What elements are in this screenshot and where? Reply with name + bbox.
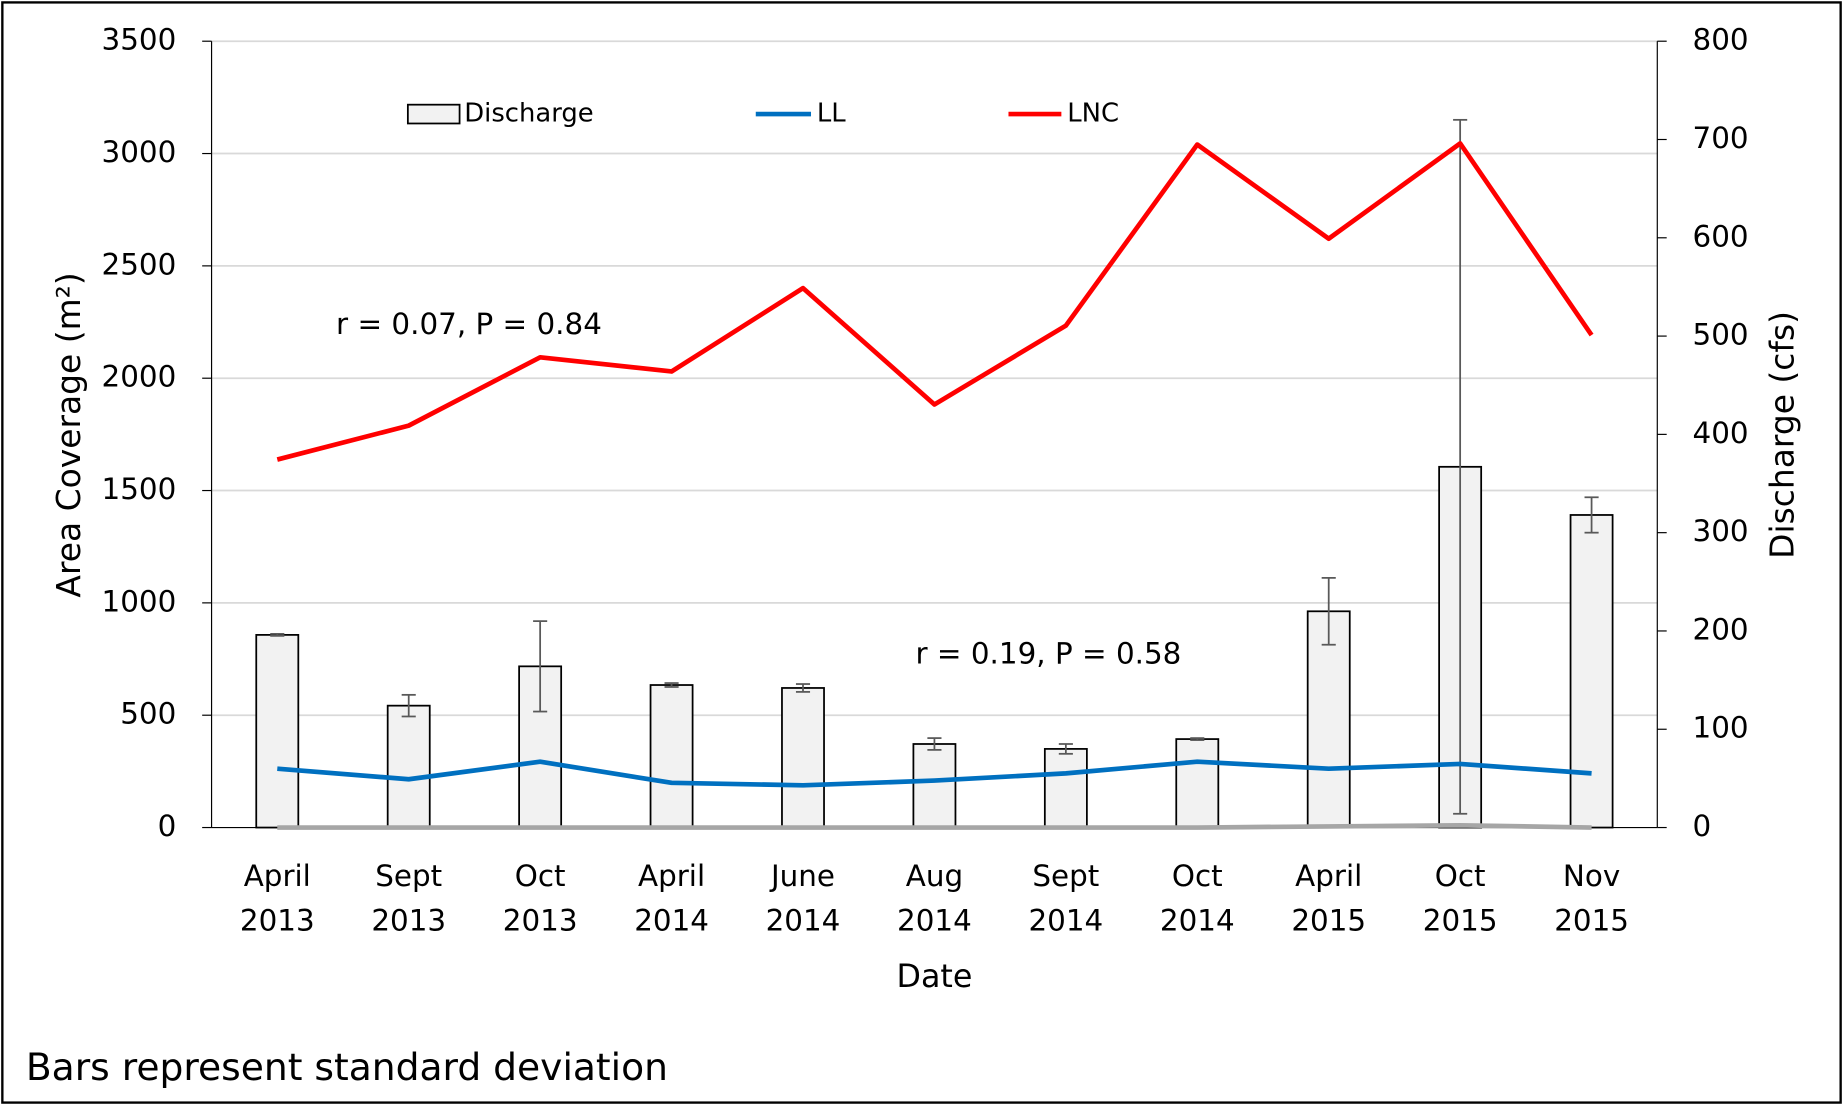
- annotation: r = 0.07, P = 0.84: [336, 307, 602, 341]
- x-tick-label: Oct 2015: [1423, 858, 1498, 937]
- x-tick-label: Sept 2014: [1028, 858, 1103, 937]
- y-tick-label: 3500: [102, 23, 177, 57]
- y2-tick-label: 300: [1693, 514, 1749, 548]
- error-bar: [1584, 496, 1599, 534]
- x-tick-label: Oct 2013: [503, 858, 578, 937]
- y2-axis-title: Discharge (cfs): [1763, 311, 1802, 559]
- x-tick-label-line: 2014: [1028, 903, 1103, 937]
- error-bar: [270, 633, 285, 637]
- error-bar: [533, 620, 548, 713]
- y-tick-label: 0: [158, 809, 177, 843]
- bar: [1175, 738, 1220, 829]
- x-tick-label-line: 2013: [371, 903, 446, 937]
- x-tick-label-line: 2015: [1423, 903, 1498, 937]
- error-bar: [795, 683, 811, 693]
- bar: [255, 634, 300, 829]
- x-tick-label-line: 2015: [1291, 903, 1366, 937]
- y2-tick-label: 200: [1693, 612, 1749, 646]
- x-tick-label: April 2013: [240, 858, 315, 937]
- x-tick-label-line: June: [769, 858, 835, 892]
- x-tick-label: Sept 2013: [371, 858, 446, 937]
- y2-tick-label: 400: [1693, 416, 1749, 450]
- x-tick-label: Aug 2014: [897, 858, 972, 937]
- y2-tick-label: 700: [1693, 121, 1749, 155]
- y-tick-label: 1500: [102, 472, 177, 506]
- y-tick-label: 2500: [102, 247, 177, 281]
- y-tick-label: 1000: [102, 584, 177, 618]
- y-tick-label: 2000: [102, 360, 177, 394]
- x-tick-label: Nov 2015: [1554, 858, 1629, 937]
- x-tick-label: April 2015: [1291, 858, 1366, 937]
- bar: [912, 743, 957, 829]
- error-bar: [1321, 576, 1336, 646]
- y2-tick-label: 500: [1693, 318, 1749, 352]
- x-tick-label-line: 2013: [240, 903, 315, 937]
- x-tick-label-line: Aug: [906, 858, 963, 892]
- line: [276, 141, 1594, 462]
- x-tick-label: Oct 2014: [1160, 858, 1235, 937]
- bar: [386, 704, 431, 829]
- error-bar: [927, 737, 942, 751]
- error-bar: [1190, 737, 1205, 741]
- x-tick-label-line: April: [244, 858, 311, 892]
- y2-tick-label: 100: [1693, 711, 1749, 745]
- legend-label: LL: [817, 99, 846, 129]
- x-tick-label-line: 2014: [634, 903, 709, 937]
- error-bar: [1058, 743, 1073, 755]
- x-tick-label: April 2014: [634, 858, 709, 937]
- x-tick-label-line: Oct: [1435, 858, 1486, 892]
- bar: [1306, 610, 1351, 829]
- x-tick-label-line: April: [638, 858, 705, 892]
- footnote: Bars represent standard deviation: [26, 1045, 668, 1089]
- x-tick-label-line: Oct: [1172, 858, 1223, 892]
- x-tick-label-line: 2014: [766, 903, 841, 937]
- y-tick-label: 500: [120, 697, 176, 731]
- legend-label: Discharge: [464, 99, 593, 129]
- legend-label: LNC: [1067, 99, 1119, 129]
- x-tick-label: June 2014: [766, 858, 841, 937]
- bar: [649, 684, 694, 829]
- x-tick-label-line: April: [1295, 858, 1362, 892]
- error-bar: [1453, 118, 1468, 815]
- error-bar: [664, 682, 679, 688]
- y2-tick-label: 0: [1693, 809, 1712, 843]
- y-axis-title: Area Coverage (m²): [49, 272, 88, 597]
- y2-tick-label: 800: [1693, 23, 1749, 57]
- bar: [781, 687, 825, 829]
- x-axis-title: Date: [897, 959, 973, 995]
- annotation: r = 0.19, P = 0.58: [916, 636, 1182, 670]
- legend-swatch: [406, 103, 461, 125]
- bar: [1569, 514, 1614, 829]
- y-tick-label: 3000: [102, 135, 177, 169]
- x-tick-label-line: 2014: [897, 903, 972, 937]
- x-tick-label-line: 2015: [1554, 903, 1629, 937]
- x-tick-label-line: Sept: [1032, 858, 1099, 892]
- error-bar: [401, 693, 416, 718]
- x-tick-label-line: 2014: [1160, 903, 1235, 937]
- y2-tick-label: 600: [1693, 219, 1749, 253]
- x-tick-label-line: Nov: [1563, 858, 1620, 892]
- x-tick-label-line: Sept: [375, 858, 442, 892]
- line: [277, 759, 1592, 788]
- bar: [1043, 748, 1088, 829]
- line: [277, 822, 1592, 830]
- x-tick-label-line: Oct: [515, 858, 566, 892]
- x-tick-label-line: 2013: [503, 903, 578, 937]
